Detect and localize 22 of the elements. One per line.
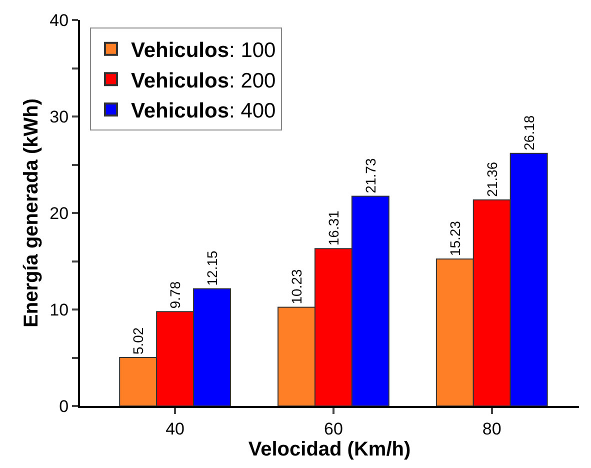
- x-tick-label: 60: [324, 419, 343, 438]
- y-tick-label: 10: [50, 300, 69, 320]
- data-label: 12.15: [204, 250, 220, 286]
- y-tick-label: 40: [50, 10, 69, 30]
- data-label: 21.73: [362, 158, 378, 194]
- data-label: 10.23: [288, 269, 304, 304]
- data-label: 21.36: [484, 162, 500, 197]
- y-tick-label: 20: [50, 204, 69, 223]
- data-label: 16.31: [325, 210, 342, 246]
- x-tick-label: 80: [482, 419, 502, 438]
- data-label: 5.02: [130, 327, 146, 355]
- y-axis-title: Energía generada (kWh): [20, 98, 43, 328]
- x-tick-label: 40: [166, 419, 185, 438]
- y-tick-label: 30: [50, 107, 69, 126]
- x-axis-title: Velocidad (Km/h): [248, 438, 411, 460]
- data-label: 9.78: [167, 281, 184, 309]
- legend-label: Vehiculos: 200: [130, 69, 276, 92]
- y-tick-label: 0: [59, 396, 69, 416]
- data-label: 26.18: [520, 115, 537, 150]
- legend-label: Vehiculos: 100: [130, 39, 276, 62]
- data-label: 15.23: [446, 220, 463, 256]
- legend-label: Vehiculos: 400: [130, 100, 276, 123]
